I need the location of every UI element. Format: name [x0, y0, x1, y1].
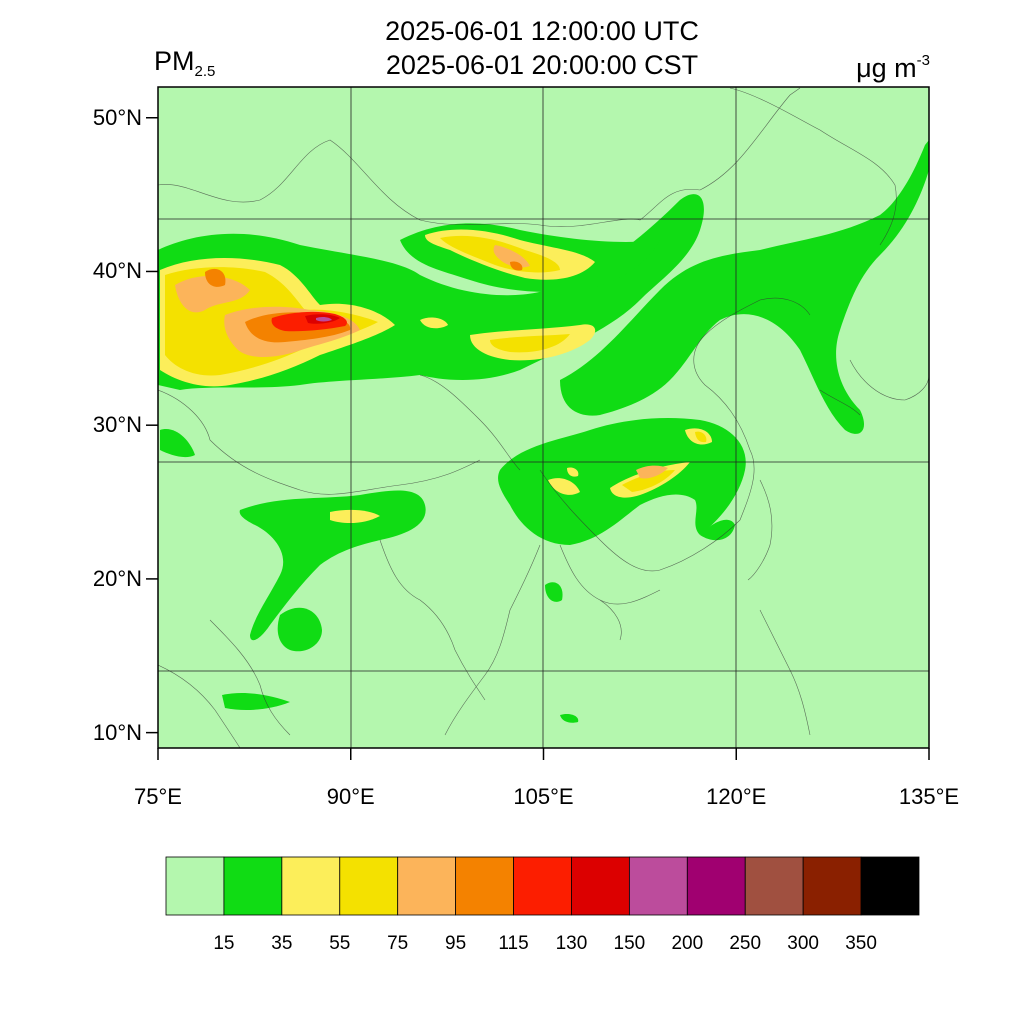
colorbar-swatch [744, 856, 804, 916]
colorbar-label: 200 [671, 933, 704, 954]
band-150-200 [316, 316, 332, 322]
lon-label: 120°E [706, 784, 767, 809]
lon-label: 135°E [898, 784, 960, 809]
lat-label: 20°N [92, 565, 142, 591]
colorbar-swatch [628, 856, 688, 916]
lon-label: 90°E [326, 784, 375, 809]
lat-label: 50°N [92, 104, 142, 130]
colorbar-label: 15 [213, 933, 235, 954]
variable-name: PM [154, 46, 195, 76]
lat-tick-marks [146, 116, 158, 734]
colorbar-label: 300 [787, 933, 819, 954]
graticule [158, 87, 929, 748]
colorbar-label: 115 [498, 933, 529, 954]
colorbar-label: 130 [555, 933, 588, 954]
variable-subscript: 2.5 [194, 63, 216, 80]
colorbar-label: 250 [729, 933, 762, 954]
colorbar-swatch [571, 856, 630, 916]
colorbar-swatch [223, 856, 283, 916]
colorbar-swatch [455, 856, 514, 916]
colorbar-swatch [339, 856, 399, 916]
title-cst: 2025-06-01 20:00:00 CST [385, 50, 699, 80]
colorbar-swatch [802, 856, 862, 916]
variable-label: PM2.5 [154, 46, 215, 87]
colorbar-swatch [513, 856, 572, 916]
colorbar-label: 55 [329, 933, 351, 954]
unit-base: μg m [856, 53, 917, 83]
title-utc: 2025-06-01 12:00:00 UTC [385, 16, 699, 46]
colorbar-label: 75 [387, 933, 409, 954]
boundary-lines [158, 87, 929, 748]
lon-label: 75°E [134, 784, 182, 809]
colorbar-swatch [397, 856, 457, 916]
unit-exponent: -3 [916, 52, 930, 69]
lon-label: 105°E [513, 784, 574, 809]
colorbar [165, 856, 920, 916]
lat-label: 30°N [92, 412, 142, 438]
colorbar-swatch [860, 856, 920, 916]
colorbar-label: 350 [845, 933, 877, 954]
lon-tick-marks [157, 748, 930, 760]
colorbar-swatch [686, 856, 746, 916]
unit-label: μg m-3 [856, 46, 930, 83]
lat-label: 10°N [92, 719, 142, 745]
colorbar-label: 150 [613, 933, 646, 954]
map-background [158, 87, 929, 748]
colorbar-swatch [165, 856, 225, 916]
lat-label: 40°N [92, 258, 142, 284]
colorbar-swatch [281, 856, 341, 916]
colorbar-label: 95 [445, 933, 467, 954]
colorbar-label: 35 [271, 933, 293, 954]
concentration-fields [158, 140, 929, 723]
